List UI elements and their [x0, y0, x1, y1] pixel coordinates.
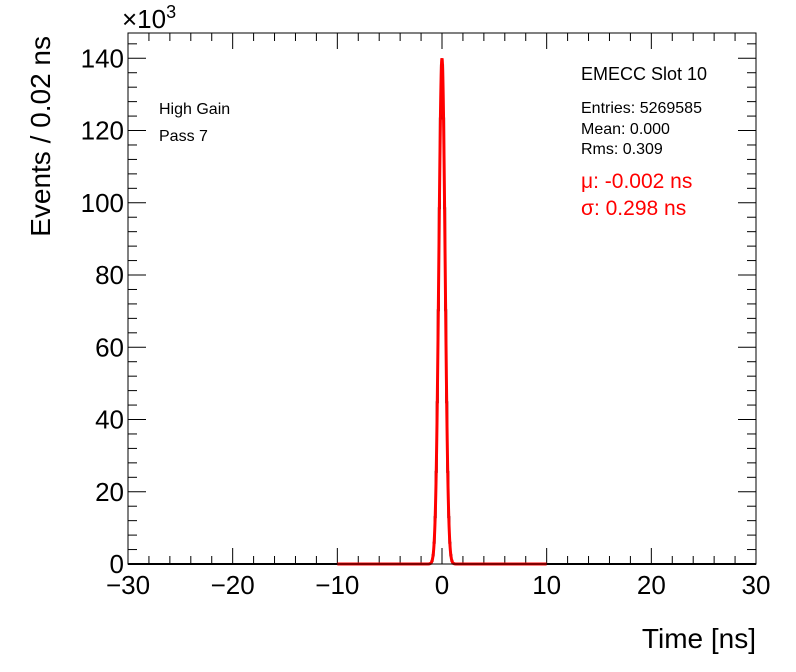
- y-tick-label: 140: [81, 43, 124, 73]
- y-tick-label: 100: [81, 188, 124, 218]
- x-tick-label: 30: [742, 570, 771, 600]
- y-tick-label: 80: [95, 260, 124, 290]
- y-tick-label: 0: [110, 549, 124, 579]
- annotation-pass: Pass 7: [159, 128, 208, 145]
- x-tick-label: −20: [211, 570, 255, 600]
- stats-mean: Mean: 0.000: [581, 121, 670, 138]
- x-tick-label: 20: [637, 570, 666, 600]
- y-axis-scale-factor: ×103: [122, 2, 176, 34]
- y-scale-exponent: 3: [166, 2, 176, 22]
- x-tick-label: 0: [435, 570, 449, 600]
- fit-mean: μ: -0.002 ns: [581, 170, 692, 193]
- gaussian-fit-series: [337, 57, 547, 566]
- y-tick-label: 20: [95, 477, 124, 507]
- x-tick-label: −30: [106, 570, 150, 600]
- y-tick-labels: 0 20 40 60 80 100 120 140: [81, 43, 124, 579]
- fit-sigma: σ: 0.298 ns: [581, 197, 686, 220]
- stats-rms: Rms: 0.309: [581, 141, 663, 158]
- x-tick-label: −10: [315, 570, 359, 600]
- y-scale-base: ×10: [122, 4, 166, 34]
- y-tick-label: 120: [81, 116, 124, 146]
- y-tick-label: 40: [95, 405, 124, 435]
- y-tick-label: 60: [95, 332, 124, 362]
- y-axis-title: Events / 0.02 ns: [25, 36, 56, 237]
- x-axis-title: Time [ns]: [642, 623, 756, 654]
- stats-entries: Entries: 5269585: [581, 100, 702, 117]
- annotation-gain: High Gain: [159, 101, 230, 118]
- x-tick-labels: −30 −20 −10 0 10 20 30: [106, 570, 771, 600]
- x-tick-label: 10: [532, 570, 561, 600]
- stats-title: EMECC Slot 10: [581, 64, 707, 84]
- plot-frame: [127, 32, 757, 565]
